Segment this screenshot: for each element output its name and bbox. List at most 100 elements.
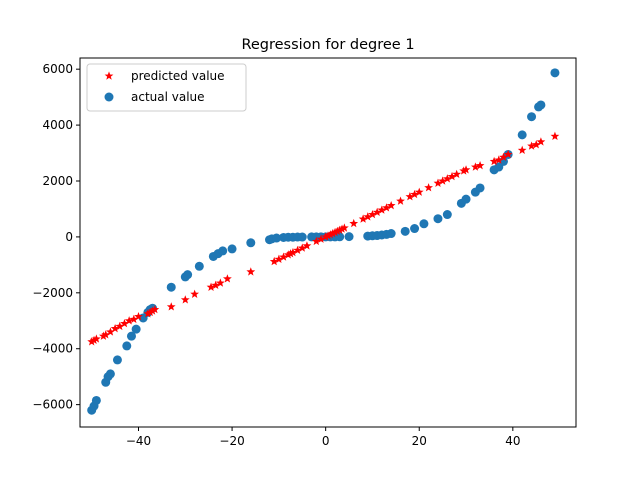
legend-actual-marker	[104, 92, 114, 102]
predicted-value-point	[302, 241, 312, 250]
predicted-value-point	[489, 156, 499, 166]
predicted-value-point	[433, 178, 443, 187]
predicted-value-point	[180, 295, 190, 304]
actual-value-point	[419, 219, 429, 229]
predicted-value-point	[372, 207, 382, 217]
predicted-value-point	[99, 331, 108, 340]
predicted-value-point	[120, 318, 129, 328]
predicted-value-point	[330, 227, 340, 237]
actual-value-point	[122, 341, 132, 351]
actual-value-point	[218, 246, 228, 256]
legend: predicted value actual value	[86, 63, 247, 112]
actual-value-point	[183, 270, 193, 280]
actual-value-point	[112, 355, 122, 365]
actual-value-point	[527, 112, 537, 122]
predicted-value-point	[452, 169, 462, 179]
predicted-value-point	[335, 225, 345, 234]
predicted-value-point	[206, 282, 216, 291]
predicted-value-point	[316, 234, 326, 243]
predicted-value-point	[517, 145, 527, 154]
legend-box	[86, 63, 247, 112]
predicted-value-point	[368, 209, 377, 219]
predicted-value-point	[363, 212, 373, 221]
actual-value-point	[410, 224, 420, 234]
predicted-value-point	[471, 162, 480, 171]
predicted-value-point	[550, 131, 560, 140]
actual-value-point	[131, 324, 141, 334]
predicted-value-point	[288, 247, 298, 257]
predicted-value-point	[110, 324, 120, 333]
predicted-value-point	[328, 228, 338, 238]
predicted-value-point	[323, 231, 333, 240]
predicted-value-point	[145, 307, 155, 317]
predicted-value-point	[134, 311, 143, 321]
legend-predicted-marker	[104, 71, 114, 80]
predicted-value-point	[405, 192, 415, 201]
predicted-value-point	[332, 226, 342, 236]
y-tick-label: −2000	[32, 286, 73, 300]
actual-value-point	[400, 226, 410, 236]
y-tick-label: 0	[65, 230, 73, 244]
axis-ticks: −40 −20 0 20 40 −6000 −4000 −2000 0 2000 4000 6000	[32, 62, 520, 448]
plot-area	[80, 58, 576, 427]
predicted-value-point	[246, 267, 256, 276]
actual-value-point	[550, 68, 560, 78]
actual-value-point	[91, 395, 101, 405]
predicted-value-point	[223, 274, 232, 283]
x-tick-label: 20	[412, 434, 427, 448]
predicted-value-point	[396, 196, 405, 205]
predicted-value-point	[92, 334, 101, 343]
predicted-value-point	[410, 189, 419, 199]
predicted-value-point	[503, 149, 513, 159]
x-tick-label: 0	[322, 434, 330, 448]
predicted-value-point	[87, 337, 97, 346]
predicted-value-point	[101, 330, 111, 339]
legend-predicted-label: predicted value	[131, 69, 225, 83]
predicted-value-point	[499, 152, 508, 161]
predicted-value-point	[216, 278, 225, 287]
predicted-value-point	[106, 327, 115, 336]
actual-value-point	[386, 229, 396, 239]
predicted-value-point	[89, 335, 99, 345]
actual-value-point	[194, 261, 204, 271]
predicted-value-point	[286, 249, 295, 258]
y-tick-label: 2000	[42, 174, 73, 188]
actual-value-point	[227, 244, 237, 254]
predicted-value-point	[442, 174, 452, 183]
predicted-value-point	[124, 316, 134, 325]
predicted-value-point	[269, 256, 279, 266]
predicted-value-point	[475, 161, 485, 170]
chart-title: Regression for degree 1	[241, 37, 414, 53]
actual-value-point	[166, 282, 176, 292]
actual-value-point	[105, 369, 115, 379]
predicted-value-point	[325, 230, 335, 239]
actual-value-point	[126, 331, 136, 341]
predicted-value-point	[358, 214, 368, 223]
predicted-value-point	[166, 302, 176, 311]
predicted-value-point	[150, 304, 160, 314]
data-marks	[87, 68, 560, 415]
actual-value-point	[475, 183, 485, 193]
predicted-value-point	[148, 306, 157, 315]
predicted-value-point	[190, 289, 200, 298]
predicted-value-point	[414, 187, 424, 196]
predicted-value-point	[424, 183, 433, 192]
legend-actual-label: actual value	[131, 90, 205, 104]
predicted-value-point	[340, 223, 349, 232]
x-tick-label: −20	[219, 434, 244, 448]
predicted-value-point	[337, 224, 347, 233]
actual-value-point	[442, 210, 452, 220]
y-tick-label: −4000	[32, 342, 73, 356]
predicted-value-point	[274, 254, 284, 263]
predicted-value-point	[531, 140, 541, 149]
actual-value-point	[246, 238, 256, 248]
predicted-value-point	[382, 203, 391, 212]
predicted-value-point	[349, 218, 359, 228]
predicted-value-point	[143, 309, 153, 318]
predicted-value-point	[321, 232, 331, 241]
predicted-value-point	[311, 236, 321, 246]
actual-value-point	[517, 130, 527, 140]
actual-value-point	[297, 232, 307, 242]
predicted-value-point	[293, 245, 302, 255]
